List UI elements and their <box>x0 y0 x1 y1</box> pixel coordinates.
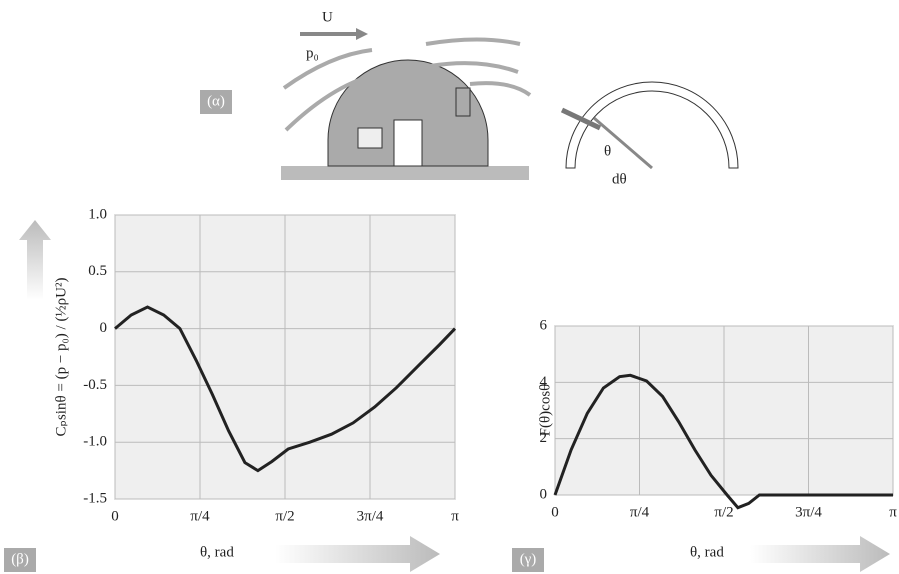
increment-label: dθ <box>612 171 627 187</box>
x-tick-label: 0 <box>111 508 119 524</box>
axis-arrow <box>19 220 51 300</box>
x-tick-label: π/2 <box>275 508 294 524</box>
x-tick-label: 3π/4 <box>357 508 384 524</box>
figure: (α) U p₀ θ dθ (β) (γ) -1.5 -1.0 -0.5 0 0.5 1.… <box>0 0 899 574</box>
door <box>394 120 422 166</box>
panel-label: (γ) <box>520 551 537 567</box>
angle-label: θ <box>604 143 611 159</box>
x-axis-label: θ, rad <box>200 544 234 560</box>
x-tick-label: π/4 <box>190 508 210 524</box>
x-tick-label: π <box>451 508 459 524</box>
panel-label: (α) <box>207 93 225 109</box>
y-tick-label: 0.5 <box>88 263 107 279</box>
y-tick-label: 6 <box>540 317 548 333</box>
y-tick-label: 1.0 <box>88 206 107 222</box>
y-tick-label: 0 <box>100 320 108 336</box>
x-tick-label: 0 <box>551 504 559 520</box>
x-tick-label: π/2 <box>714 504 733 520</box>
x-tick-label: 3π/4 <box>795 504 822 520</box>
x-tick-label: π/4 <box>630 504 650 520</box>
normal-arrow <box>594 118 652 168</box>
chimney <box>456 88 470 116</box>
axis-arrow <box>750 536 890 572</box>
pressure-label: p₀ <box>306 45 319 61</box>
panel-label: (β) <box>11 551 29 567</box>
y-tick-label: -1.5 <box>83 490 107 506</box>
y-tick-label: 0 <box>540 486 548 502</box>
x-tick-label: π <box>889 504 897 520</box>
y-axis-label: F(θ)cosθ <box>537 384 553 437</box>
velocity-label: U <box>322 9 333 25</box>
axis-arrow <box>275 536 440 572</box>
y-tick-label: -1.0 <box>83 434 107 450</box>
x-axis-label: θ, rad <box>690 544 724 560</box>
y-tick-label: -0.5 <box>83 377 107 393</box>
arrowhead <box>356 28 368 40</box>
ground <box>281 166 529 180</box>
y-axis-label: Cₚsinθ = (p − p₀) / (½ρU²) <box>53 278 69 437</box>
window <box>358 128 382 148</box>
